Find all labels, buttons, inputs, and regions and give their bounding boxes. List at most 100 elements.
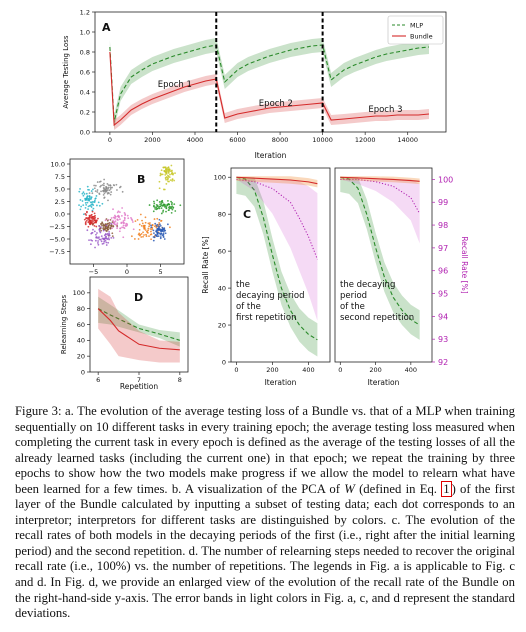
scatter-point [157,206,160,208]
scatter-point [158,232,161,235]
scatter-point [91,223,94,226]
y-tick-label: 100 [73,289,85,297]
scatter-point [95,195,98,197]
scatter-point [97,240,99,242]
scatter-point [170,206,172,209]
scatter-point [159,172,162,175]
y-axis-label: Average Testing Loss [62,35,70,109]
scatter-point [107,226,110,229]
scatter-point [126,224,128,227]
error-band-bundle [98,288,180,363]
scatter-point [110,222,113,225]
x-tick-label: 8 [178,376,182,384]
scatter-point [96,204,98,207]
scatter-point [98,204,101,207]
scatter-point [84,223,87,226]
scatter-point [105,218,108,220]
scatter-point [97,217,99,220]
scatter-point [93,230,96,233]
scatter-point [100,190,102,193]
scatter-point [161,173,164,176]
scatter-point [113,222,116,225]
scatter-point [107,186,110,189]
scatter-point [106,228,109,231]
scatter-point [95,233,97,236]
scatter-point [88,239,90,242]
scatter-point [90,197,93,200]
scatter-point [121,190,124,193]
scatter-point [104,237,107,239]
scatter-point [169,173,171,176]
scatter-point [95,225,98,228]
mlp-error-band [340,177,420,340]
scatter-point [109,193,112,196]
scatter-point [169,226,171,229]
scatter-point [123,219,126,222]
scatter-point [82,213,85,216]
scatter-point [88,216,91,219]
scatter-point [92,207,95,210]
scatter-point [109,218,112,221]
scatter-point [99,185,102,188]
scatter-point [114,217,116,220]
scatter-point [80,205,83,208]
scatter-point [168,169,171,172]
scatter-point [86,210,88,213]
right-y-tick-label: 100 [438,175,453,184]
y-tick-label: 5.0 [55,185,65,193]
scatter-point [143,234,145,236]
scatter-point [86,185,89,188]
scatter-point [150,224,152,227]
scatter-point [100,240,103,243]
y-tick-label: 40 [218,284,226,292]
scatter-point [96,191,99,193]
scatter-point [140,236,143,238]
scatter-point [111,235,114,238]
scatter-point [91,219,94,221]
scatter-point [110,191,113,193]
scatter-point [109,188,112,190]
scatter-point [158,221,161,224]
scatter-point [160,204,163,207]
scatter-point [93,199,96,202]
scatter-point [108,233,111,235]
y-tick-label: 1.2 [80,8,90,16]
scatter-point [106,222,109,225]
scatter-point [82,204,85,207]
error-band-mlp [109,38,429,129]
equation-link[interactable]: 1 [441,480,452,497]
scatter-point [88,222,91,225]
x-tick-label: 7 [137,376,141,384]
scatter-point [152,205,155,208]
scatter-point [88,204,91,207]
scatter-point [153,218,156,220]
x-tick-label: 200 [369,366,381,374]
scatter-point [84,206,87,209]
scatter-point [150,238,153,241]
scatter-point [154,234,157,236]
scatter-point [162,231,165,233]
decay-period-annotation: the decaying period of the second repetitio… [340,280,414,323]
scatter-point [151,228,153,231]
scatter-point [158,201,161,203]
scatter-point [159,224,162,227]
scatter-point [168,180,170,183]
scatter-point [102,193,105,196]
x-tick-label: 4000 [187,136,204,144]
scatter-point [170,200,172,203]
scatter-point [112,216,115,219]
scatter-point [163,203,166,206]
scatter-point [86,195,89,198]
y-tick-label: 20 [77,352,85,360]
scatter-point [123,216,126,219]
scatter-point [103,178,106,181]
scatter-point [110,236,113,239]
scatter-point [152,229,155,232]
scatter-point [158,180,161,183]
scatter-point [145,233,147,236]
y-tick-label: 60 [218,247,226,255]
x-tick-label: 10000 [312,136,333,144]
scatter-point [85,203,88,206]
scatter-point [151,223,154,226]
scatter-point [108,230,110,233]
